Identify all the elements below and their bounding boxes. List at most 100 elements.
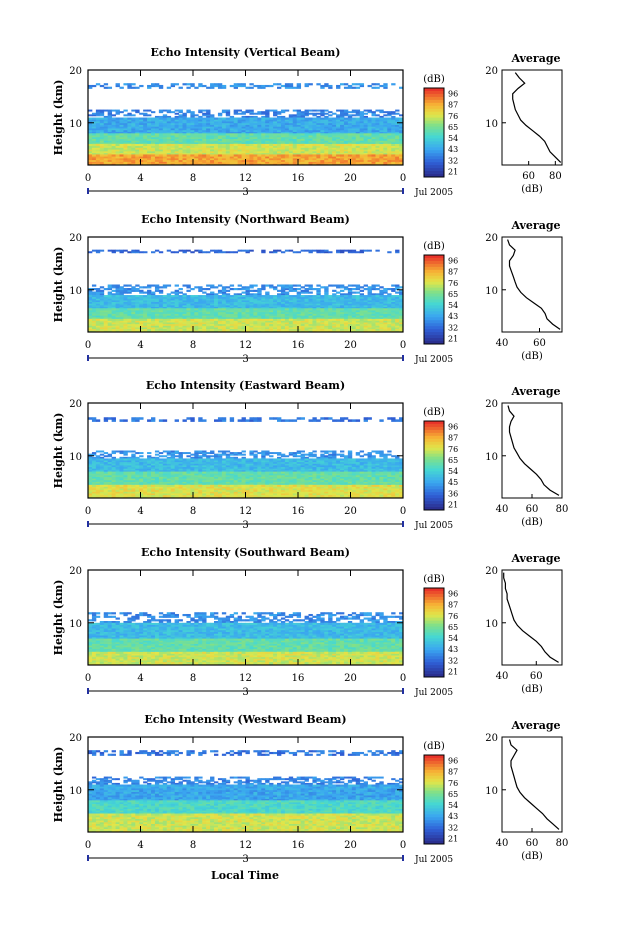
heatmap-cell bbox=[147, 124, 152, 127]
heatmap-cell bbox=[367, 308, 372, 311]
heatmap-cell bbox=[151, 311, 156, 314]
heatmap-cell bbox=[383, 154, 388, 157]
heatmap-cell bbox=[198, 304, 203, 307]
heatmap-cell bbox=[265, 303, 270, 306]
heatmap-cell bbox=[316, 322, 321, 325]
heatmap-cell bbox=[375, 296, 380, 299]
heatmap-cell bbox=[103, 455, 109, 458]
heatmap-cell bbox=[265, 156, 270, 159]
heatmap-cell bbox=[351, 150, 357, 154]
heatmap-cell bbox=[277, 112, 282, 115]
heatmap-cell bbox=[328, 306, 333, 309]
heatmap-cell bbox=[91, 298, 97, 301]
heatmap-cell bbox=[269, 121, 274, 124]
heatmap-cell bbox=[395, 249, 400, 252]
heatmap-cell bbox=[202, 296, 207, 299]
heatmap-cell bbox=[320, 304, 325, 307]
heatmap-cell bbox=[91, 154, 97, 157]
heatmap-cell bbox=[154, 142, 160, 145]
heatmap-cell bbox=[221, 119, 227, 122]
heatmap-cell bbox=[151, 417, 156, 420]
heatmap-cell bbox=[103, 310, 109, 313]
heatmap-cell bbox=[399, 322, 404, 325]
heatmap-cell bbox=[296, 284, 302, 287]
heatmap-cell bbox=[154, 320, 160, 323]
heatmap-cell bbox=[214, 453, 219, 456]
colorbar-segment bbox=[424, 153, 444, 157]
heatmap-cell bbox=[320, 109, 325, 112]
heatmap-cell bbox=[312, 419, 317, 422]
heatmap-cell bbox=[115, 301, 120, 304]
heatmap-cell bbox=[225, 295, 231, 298]
heatmap-cell bbox=[221, 140, 227, 143]
heatmap-cell bbox=[95, 138, 101, 141]
heatmap-cell bbox=[308, 143, 313, 147]
heatmap-cell bbox=[280, 159, 286, 162]
heatmap-cell bbox=[237, 453, 242, 456]
heatmap-cell bbox=[265, 330, 270, 333]
heatmap-cell bbox=[312, 315, 317, 318]
heatmap-cell bbox=[127, 306, 132, 309]
heatmap-cell bbox=[273, 295, 278, 298]
heatmap-cell bbox=[288, 129, 294, 132]
heatmap-cell bbox=[367, 315, 372, 318]
heatmap-cell bbox=[123, 322, 128, 325]
heatmap-cell bbox=[151, 147, 156, 150]
heatmap-cell bbox=[162, 152, 168, 155]
heatmap-cell bbox=[123, 315, 128, 318]
heatmap-cell bbox=[375, 288, 380, 291]
heatmap-cell bbox=[154, 311, 160, 314]
heatmap-cell bbox=[249, 124, 254, 127]
heatmap-cell bbox=[233, 300, 239, 303]
heatmap-cell bbox=[269, 317, 274, 320]
heatmap-cell bbox=[336, 330, 341, 333]
heatmap-cell bbox=[237, 163, 242, 166]
colorbar-segment bbox=[424, 165, 444, 169]
heatmap-cell bbox=[284, 419, 290, 422]
heatmap-cell bbox=[139, 149, 144, 152]
heatmap-cell bbox=[186, 161, 191, 164]
heatmap-cell bbox=[308, 126, 313, 129]
heatmap-cell bbox=[225, 320, 231, 323]
heatmap-cell bbox=[135, 111, 140, 114]
heatmap-cell bbox=[139, 315, 144, 318]
heatmap-cell bbox=[182, 121, 187, 124]
heatmap-cell bbox=[261, 145, 266, 148]
heatmap-cell bbox=[182, 152, 187, 155]
heatmap-cell bbox=[123, 149, 128, 152]
heatmap-cell bbox=[340, 136, 345, 140]
heatmap-cell bbox=[292, 152, 298, 155]
heatmap-cell bbox=[178, 325, 183, 328]
heatmap-cell bbox=[190, 147, 195, 150]
heatmap-cell bbox=[229, 142, 235, 145]
heatmap-cell bbox=[210, 284, 215, 287]
heatmap-cell bbox=[328, 417, 333, 420]
heatmap-cell bbox=[280, 142, 286, 145]
heatmap-cell bbox=[288, 286, 294, 289]
heatmap-cell bbox=[241, 83, 246, 86]
heatmap-cell bbox=[257, 129, 262, 132]
heatmap-cell bbox=[359, 308, 365, 311]
heatmap-cell bbox=[367, 323, 372, 326]
heatmap-cell bbox=[383, 325, 388, 328]
heatmap-cell bbox=[206, 142, 211, 145]
heatmap-cell bbox=[162, 124, 168, 127]
heatmap-cell bbox=[202, 122, 207, 125]
heatmap-cell bbox=[379, 145, 384, 148]
heatmap-cell bbox=[253, 124, 258, 127]
heatmap-cell bbox=[206, 313, 211, 316]
heatmap-cell bbox=[127, 145, 132, 148]
heatmap-cell bbox=[91, 152, 97, 155]
heatmap-cell bbox=[383, 111, 388, 114]
heatmap-cell bbox=[139, 119, 144, 122]
heatmap-cell bbox=[328, 455, 333, 458]
heatmap-cell bbox=[277, 453, 282, 456]
heatmap-cell bbox=[194, 159, 199, 162]
heatmap-cell bbox=[119, 303, 124, 306]
heatmap-cell bbox=[280, 138, 286, 141]
heatmap-cell bbox=[229, 161, 235, 164]
heatmap-cell bbox=[296, 124, 302, 127]
heatmap-cell bbox=[119, 154, 124, 157]
heatmap-cell bbox=[265, 325, 270, 328]
heatmap-cell bbox=[194, 129, 199, 132]
